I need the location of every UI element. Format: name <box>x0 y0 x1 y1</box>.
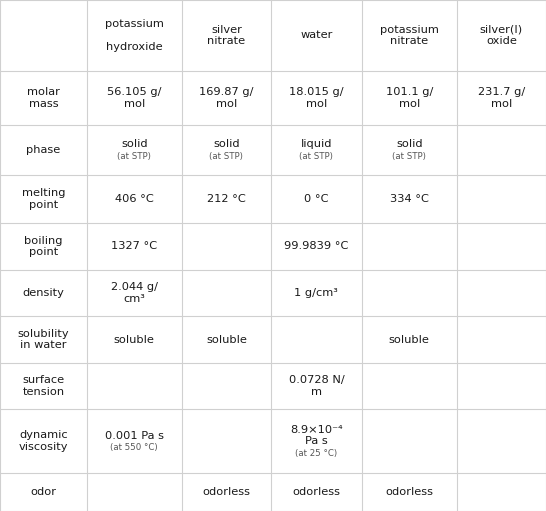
Text: (at STP): (at STP) <box>117 152 151 161</box>
Text: molar
mass: molar mass <box>27 87 60 109</box>
Text: potassium

hydroxide: potassium hydroxide <box>105 19 164 52</box>
Text: odorless: odorless <box>385 487 434 497</box>
Text: soluble: soluble <box>206 335 247 344</box>
Text: odorless: odorless <box>203 487 251 497</box>
Text: 169.87 g/
mol: 169.87 g/ mol <box>199 87 254 109</box>
Text: soluble: soluble <box>389 335 430 344</box>
Text: 99.9839 °C: 99.9839 °C <box>284 241 348 251</box>
Text: solid: solid <box>396 140 423 149</box>
Text: surface
tension: surface tension <box>22 375 64 397</box>
Text: (at 25 °C): (at 25 °C) <box>295 449 337 458</box>
Text: odor: odor <box>31 487 56 497</box>
Text: soluble: soluble <box>114 335 155 344</box>
Text: 212 °C: 212 °C <box>207 194 246 204</box>
Text: liquid: liquid <box>301 140 332 149</box>
Text: (at STP): (at STP) <box>393 152 426 161</box>
Text: density: density <box>22 288 64 298</box>
Text: silver
nitrate: silver nitrate <box>207 25 246 47</box>
Text: solid: solid <box>121 140 147 149</box>
Text: 2.044 g/
cm³: 2.044 g/ cm³ <box>111 282 158 304</box>
Text: 0.0728 N/
m: 0.0728 N/ m <box>288 375 345 397</box>
Text: odorless: odorless <box>293 487 340 497</box>
Text: phase: phase <box>26 145 61 155</box>
Text: melting
point: melting point <box>22 188 65 210</box>
Text: 231.7 g/
mol: 231.7 g/ mol <box>478 87 525 109</box>
Text: (at 550 °C): (at 550 °C) <box>110 444 158 452</box>
Text: 406 °C: 406 °C <box>115 194 153 204</box>
Text: silver(I)
oxide: silver(I) oxide <box>480 25 523 47</box>
Text: Pa s: Pa s <box>305 436 328 446</box>
Text: 56.105 g/
mol: 56.105 g/ mol <box>107 87 162 109</box>
Text: 18.015 g/
mol: 18.015 g/ mol <box>289 87 344 109</box>
Text: solubility
in water: solubility in water <box>17 329 69 351</box>
Text: 0.001 Pa s: 0.001 Pa s <box>105 431 164 440</box>
Text: 8.9×10⁻⁴: 8.9×10⁻⁴ <box>290 425 343 435</box>
Text: (at STP): (at STP) <box>210 152 244 161</box>
Text: 334 °C: 334 °C <box>390 194 429 204</box>
Text: boiling
point: boiling point <box>24 236 63 257</box>
Text: (at STP): (at STP) <box>299 152 334 161</box>
Text: 0 °C: 0 °C <box>304 194 329 204</box>
Text: 1327 °C: 1327 °C <box>111 241 157 251</box>
Text: 1 g/cm³: 1 g/cm³ <box>294 288 339 298</box>
Text: dynamic
viscosity: dynamic viscosity <box>19 430 68 452</box>
Text: solid: solid <box>213 140 240 149</box>
Text: potassium
nitrate: potassium nitrate <box>380 25 439 47</box>
Text: 101.1 g/
mol: 101.1 g/ mol <box>385 87 433 109</box>
Text: water: water <box>300 31 333 40</box>
